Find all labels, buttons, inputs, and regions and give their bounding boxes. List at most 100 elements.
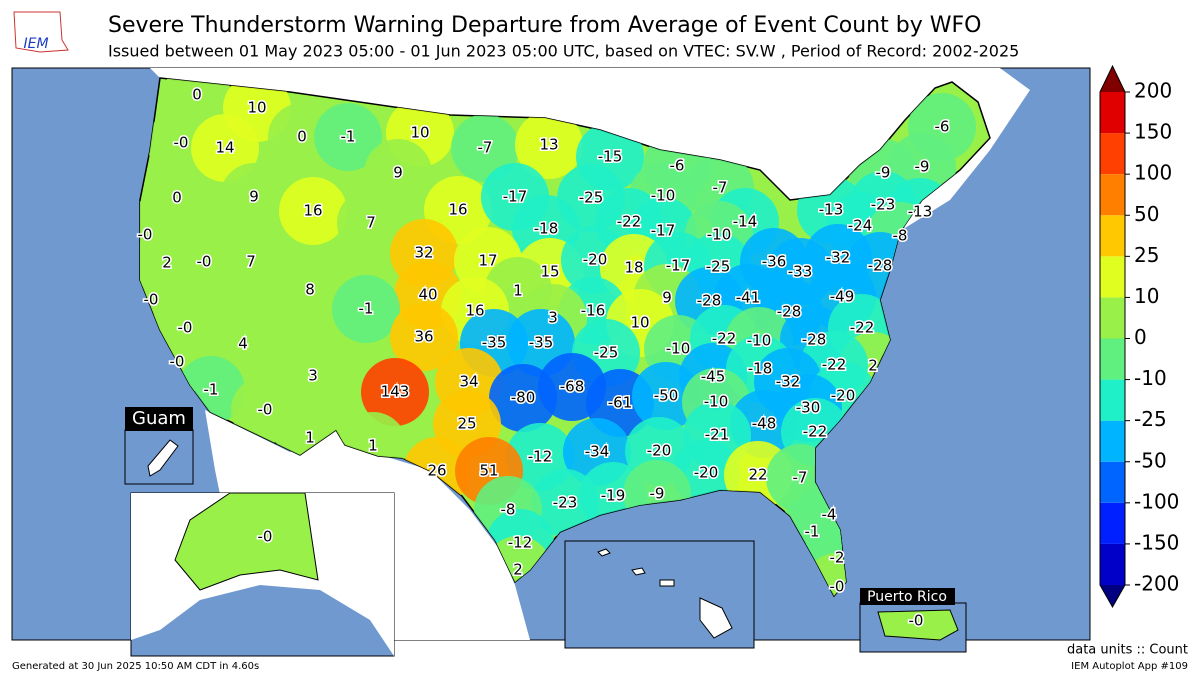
wfo-area [489, 364, 557, 432]
wfo-label: -12 [508, 534, 533, 552]
pr-title: Puerto Rico [867, 589, 947, 605]
wfo-label: -23 [553, 494, 578, 512]
wfo-label: -34 [585, 443, 610, 461]
wfo-label: 0 [192, 86, 202, 104]
colorbar-over [1100, 66, 1125, 92]
wfo-label: -22 [822, 356, 847, 374]
wfo-label: -16 [581, 302, 606, 320]
wfo-label: -12 [528, 448, 553, 466]
wfo-label: -22 [712, 330, 737, 348]
wfo-label: -9 [915, 158, 930, 176]
wfo-label: 15 [540, 263, 559, 281]
wfo-label: 22 [748, 466, 767, 484]
wfo-label: -1 [341, 128, 356, 146]
colorbar-tick-label: 50 [1134, 202, 1159, 226]
wfo-label: 25 [457, 415, 476, 433]
wfo-label: -1 [359, 300, 374, 318]
wfo-area [451, 114, 519, 182]
colorbar-segment [1100, 297, 1125, 339]
wfo-label: -0 [830, 578, 845, 596]
wfo-label: -0 [138, 226, 153, 244]
wfo-label: -0 [909, 612, 924, 630]
wfo-area [632, 362, 700, 430]
wfo-area [908, 93, 976, 161]
alaska-fill [174, 492, 319, 591]
wfo-label: -24 [848, 217, 873, 235]
wfo-area [217, 228, 285, 296]
wfo-area [337, 189, 405, 257]
colorbar-segment [1100, 256, 1125, 298]
wfo-label: 7 [366, 214, 376, 232]
wfo-label: -0 [258, 401, 273, 419]
wfo-area [515, 111, 583, 179]
wfo-label: 32 [414, 244, 433, 262]
guam-title: Guam [132, 408, 186, 429]
wfo-label: 143 [381, 383, 410, 401]
wfo-label: -20 [647, 442, 672, 460]
colorbar-tick-label: -10 [1134, 366, 1167, 390]
colorbar-segment [1100, 461, 1125, 503]
wfo-label: -6 [935, 118, 950, 136]
wfo-label: -0 [144, 291, 159, 309]
wfo-label: -20 [694, 464, 719, 482]
wfo-label: 1 [305, 429, 315, 447]
wfo-label: -17 [651, 222, 676, 240]
wfo-label: 1 [513, 282, 523, 300]
hawaii-inset [564, 540, 755, 649]
wfo-area [361, 358, 429, 426]
colorbar-segment [1100, 92, 1125, 134]
wfo-label: -18 [534, 220, 559, 238]
wfo-label: 4 [238, 335, 248, 353]
wfo-label: 0 [172, 189, 182, 207]
wfo-label: -4 [822, 506, 837, 524]
wfo-label: -32 [776, 373, 801, 391]
wfo-label: 16 [303, 202, 322, 220]
wfo-area [191, 114, 259, 182]
wfo-label: -35 [529, 334, 554, 352]
wfo-label: -0 [258, 528, 273, 546]
wfo-label: -9 [650, 485, 665, 503]
colorbar-segment [1100, 174, 1125, 216]
guam-inset: Guam [124, 407, 194, 485]
footer-left: Generated at 30 Jun 2025 10:50 AM CDT in… [12, 661, 259, 672]
pr-inset: Puerto Rico -0 [859, 588, 967, 653]
logo: IEM [13, 11, 69, 53]
wfo-label: 34 [459, 373, 478, 391]
wfo-label: -36 [762, 253, 787, 271]
wfo-label: -25 [706, 258, 731, 276]
logo-text: IEM [23, 36, 48, 52]
wfo-label: -19 [601, 487, 626, 505]
colorbar-tick-label: 200 [1134, 79, 1172, 103]
wfo-label: -35 [482, 334, 507, 352]
wfo-label: -22 [803, 423, 828, 441]
wfo-label: -20 [583, 251, 608, 269]
wfo-label: 16 [448, 201, 467, 219]
colorbar-tick-label: -25 [1134, 407, 1167, 431]
wfo-label: 16 [465, 302, 484, 320]
wfo-label: -15 [598, 148, 623, 166]
wfo-label: -0 [197, 253, 212, 271]
colorbar-tick-label: 10 [1134, 284, 1159, 308]
wfo-label: 10 [630, 314, 649, 332]
wfo-label: -22 [850, 319, 875, 337]
wfo-label: -13 [908, 203, 933, 221]
wfo-label: -28 [777, 303, 802, 321]
wfo-label: -10 [666, 340, 691, 358]
colorbar-tick-label: 150 [1134, 120, 1172, 144]
canada [150, 68, 1030, 228]
wfo-label: 3 [548, 309, 558, 327]
colorbar-tick-label: -100 [1134, 489, 1179, 513]
wfo-area [314, 103, 382, 171]
wfo-label: 3 [308, 367, 318, 385]
wfo-label: -10 [747, 332, 772, 350]
colorbar-segment [1100, 133, 1125, 175]
wfo-label: 36 [414, 328, 433, 346]
wfo-area [332, 275, 400, 343]
wfo-label: -7 [793, 469, 808, 487]
wfo-label: -8 [501, 501, 516, 519]
subtitle: Issued between 01 May 2023 05:00 - 01 Ju… [108, 42, 1019, 61]
colorbar-tick-label: -150 [1134, 530, 1179, 554]
wfo-label: -20 [831, 387, 856, 405]
wfo-label: -61 [608, 394, 633, 412]
